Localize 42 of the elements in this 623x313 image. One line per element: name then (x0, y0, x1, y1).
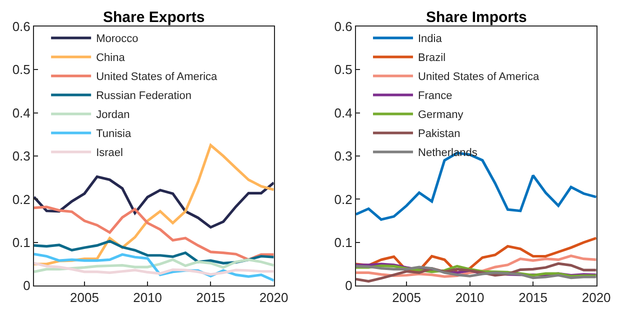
legend-label: China (96, 52, 126, 64)
x-tick-label: 2015 (196, 290, 226, 306)
legend-label: Morocco (96, 33, 138, 46)
y-tick-label: 0.5 (12, 62, 30, 78)
y-tick-label: 0.4 (334, 105, 352, 120)
legend-label: United States of America (418, 71, 540, 84)
y-tick-label: 0.5 (334, 62, 352, 78)
line-series (34, 175, 274, 229)
y-tick-label: 0 (345, 278, 352, 294)
y-tick-label: 0.3 (12, 148, 30, 164)
x-tick-label: 2010 (133, 290, 162, 306)
y-tick-label: 0.1 (12, 234, 30, 250)
chart-title: Share Imports (426, 9, 527, 26)
y-tick-label: 0.2 (334, 192, 352, 207)
line-series (34, 262, 274, 276)
y-tick-label: 0.4 (12, 105, 30, 120)
legend-label: United States of America (96, 71, 218, 84)
legend-label: Netherlands (418, 147, 478, 160)
line-series (34, 206, 274, 261)
legend-label: Russian Federation (96, 90, 192, 102)
y-tick-label: 0.1 (334, 234, 352, 250)
x-tick-label: 2020 (582, 290, 611, 306)
legend-label: France (418, 90, 452, 102)
y-tick-label: 0.2 (12, 192, 30, 207)
legend-label: Germany (418, 109, 464, 122)
x-tick-label: 2005 (392, 290, 421, 306)
legend-label: Jordan (96, 109, 130, 122)
legend-label: India (418, 33, 443, 46)
x-tick-label: 2020 (259, 290, 288, 306)
y-tick-label: 0.3 (334, 148, 352, 164)
y-tick-label: 0 (23, 278, 30, 294)
y-tick-label: 0.6 (334, 18, 352, 34)
legend-label: Brazil (418, 52, 446, 64)
x-tick-label: 2015 (518, 290, 548, 306)
chart-title: Share Exports (103, 9, 205, 26)
x-tick-label: 2010 (455, 290, 484, 306)
legend-label: Israel (96, 147, 123, 160)
legend-label: Tunisia (96, 128, 132, 140)
line-series (34, 258, 274, 274)
y-tick-label: 0.6 (12, 18, 30, 34)
legend-label: Pakistan (418, 128, 460, 140)
x-tick-label: 2005 (70, 290, 99, 306)
